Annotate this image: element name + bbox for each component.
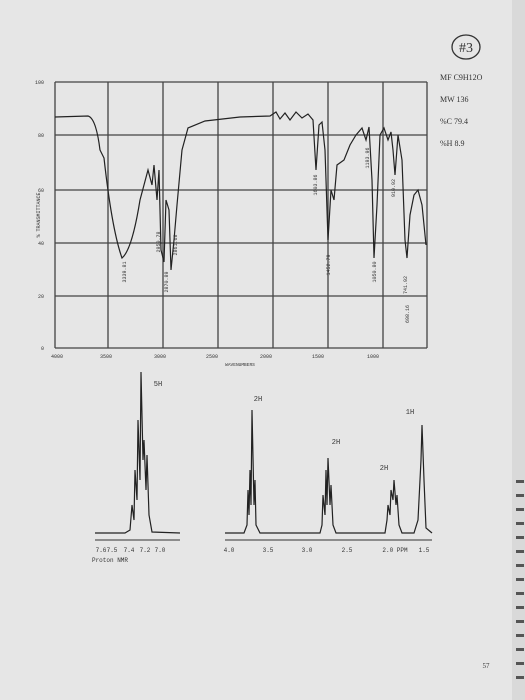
nmr-tick-label: 7.4 bbox=[124, 547, 135, 554]
peak-label: 2861.68 bbox=[173, 234, 179, 255]
peak-label: 1193.96 bbox=[365, 147, 371, 168]
integral: 5H bbox=[154, 381, 162, 389]
nmr-tick-label: 3.5 bbox=[263, 547, 274, 554]
y-tick-label: 40 bbox=[38, 241, 44, 247]
nmr-tick-label: 3.0 bbox=[302, 547, 313, 554]
y-tick-label: 80 bbox=[38, 133, 44, 139]
hydrogen-percent: %H 8.9 bbox=[440, 139, 464, 148]
x-tick-label: 4000 bbox=[51, 354, 63, 360]
integral: 2H bbox=[380, 465, 388, 473]
y-axis-label: % TRANSMITTANCE bbox=[36, 192, 42, 237]
peak-label: 1603.86 bbox=[313, 174, 319, 195]
peak-label: 698.16 bbox=[405, 305, 411, 323]
page-number: 57 bbox=[483, 662, 491, 670]
x-tick-label: 1500 bbox=[312, 354, 324, 360]
x-tick-label: 1000 bbox=[367, 354, 379, 360]
x-axis-label: WAVENUMBERS bbox=[225, 362, 255, 368]
paper bbox=[0, 0, 512, 700]
peak-label: 2950.78 bbox=[156, 231, 162, 252]
peak-label: 741.92 bbox=[403, 276, 409, 294]
formula: MF C9H12O bbox=[440, 73, 483, 82]
peak-labels: 3339.81 2950.78 2870.89 2861.68 1603.86 … bbox=[122, 147, 411, 323]
nmr-tick-label: 4.0 bbox=[224, 547, 235, 554]
integral: 2H bbox=[332, 439, 340, 447]
binder-holes bbox=[516, 480, 524, 679]
badge-circle bbox=[451, 34, 481, 60]
ir-spectrum bbox=[54, 111, 427, 271]
carbon-percent: %C 79.4 bbox=[440, 117, 468, 126]
peak-label: 1050.80 bbox=[372, 261, 378, 282]
integral: 2H bbox=[254, 396, 262, 404]
peak-label: 3339.81 bbox=[122, 261, 128, 282]
nmr-tick-label: 7.2 bbox=[140, 547, 151, 554]
nmr-tick-label: 7.0 bbox=[155, 547, 166, 554]
y-tick-label: 100 bbox=[35, 80, 44, 86]
y-tick-label: 60 bbox=[38, 188, 44, 194]
y-tick-label: 20 bbox=[38, 294, 44, 300]
nmr-tick-label: 1.5 bbox=[419, 547, 430, 554]
x-tick-label: 3000 bbox=[154, 354, 166, 360]
integral: 1H bbox=[406, 409, 414, 417]
peak-label: 910.92 bbox=[391, 179, 397, 197]
peak-label: 2870.89 bbox=[164, 271, 170, 292]
nmr-aliphatic bbox=[225, 409, 433, 534]
x-tick-label: 3500 bbox=[100, 354, 112, 360]
nmr-tick-label: 2.0 PPM bbox=[382, 547, 408, 554]
nmr-tick-label: 7.5 bbox=[107, 547, 118, 554]
nmr-tick-label: 2.5 bbox=[342, 547, 353, 554]
y-tick-label: 0 bbox=[41, 346, 44, 352]
badge: #3 bbox=[459, 41, 473, 56]
x-tick-label: 2000 bbox=[260, 354, 272, 360]
peak-label: 1452.79 bbox=[326, 254, 332, 275]
x-tick-label: 2500 bbox=[206, 354, 218, 360]
nmr-aromatic bbox=[95, 371, 181, 534]
molecular-weight: MW 136 bbox=[440, 95, 469, 104]
nmr-caption: Proton NMR bbox=[92, 557, 128, 564]
nmr-tick-label: 7.6 bbox=[96, 547, 107, 554]
